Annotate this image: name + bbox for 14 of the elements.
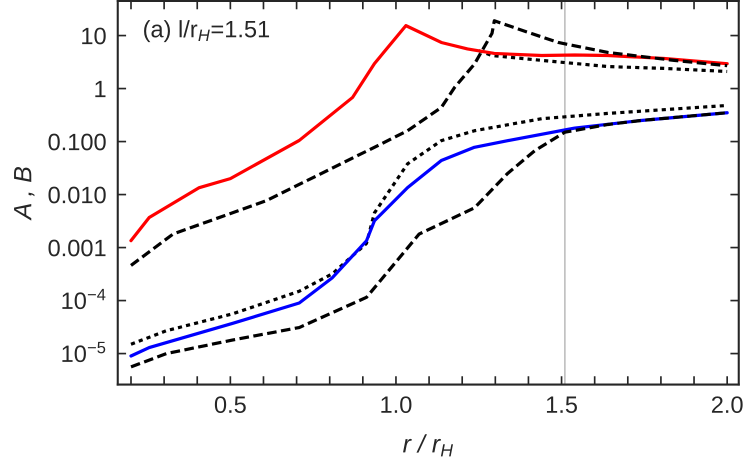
- x-axis-title: r / r$_{H}$: [403, 434, 453, 456]
- annotation: (a) l/r$_{H}$=1.51: [144, 20, 270, 42]
- y-tick-label: 10: [82, 28, 106, 44]
- x-tick-label: 2.0: [712, 396, 743, 414]
- x-tick-label: 1.0: [381, 396, 412, 414]
- y-tick-label: 0.001: [48, 240, 106, 256]
- x-tick-label: 1.5: [546, 396, 577, 414]
- y-tick-label: 0.100: [48, 134, 106, 150]
- y-tick-label: 1: [95, 80, 106, 98]
- y-axis-title: A , B: [14, 166, 34, 221]
- y-tick-label: 10$^{−4}$: [62, 288, 106, 310]
- y-tick-label: 0.010: [48, 186, 106, 204]
- y-tick-label: 10$^{−5}$: [62, 342, 106, 362]
- x-tick-label: 0.5: [214, 396, 246, 414]
